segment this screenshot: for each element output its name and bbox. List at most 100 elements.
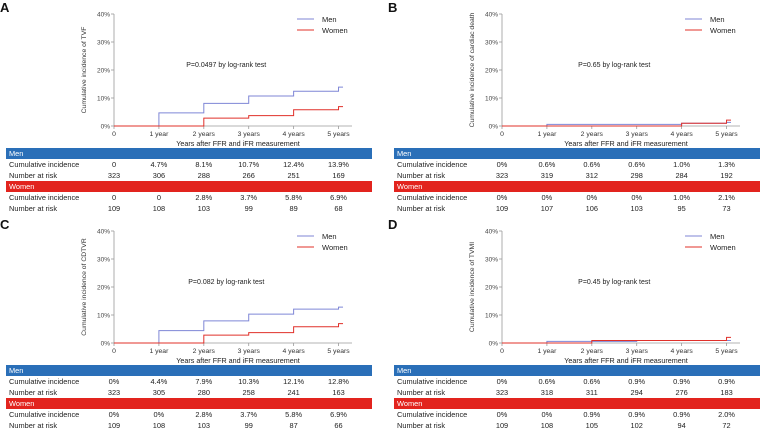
table-cell: 0% (541, 193, 553, 202)
p-value-annotation: P=0.45 by log-rank test (578, 279, 650, 286)
x-tick-label: 3 years (626, 348, 649, 355)
legend-label-men: Men (710, 232, 725, 241)
y-tick-label: 30% (97, 257, 110, 264)
table-cell: 288 (197, 171, 210, 180)
x-tick-label: 0 (500, 348, 504, 355)
x-axis-label: Years after FFR and iFR measurement (564, 356, 688, 365)
legend-label-women: Women (710, 26, 736, 35)
men-incidence-row: Cumulative incidence 0 4.7% 8.1% 10.7% 12.4% 1… (6, 159, 372, 170)
row-label: Cumulative incidence (9, 410, 80, 419)
men-risk-row: Number at risk 323 319 312 298 284 192 (394, 170, 760, 181)
y-tick-label: 0% (489, 341, 499, 348)
table-cell: 0.6% (583, 160, 601, 169)
row-label: Number at risk (9, 388, 58, 397)
table-cell: 306 (152, 171, 166, 180)
men-band: Men (394, 365, 760, 376)
row-label: Cumulative incidence (9, 377, 80, 386)
table-cell: 5.8% (285, 410, 303, 419)
x-tick-label: 3 years (626, 131, 649, 138)
y-axis-label: Cumulative incidence of CDTVR (81, 238, 88, 336)
women-risk-row: Number at risk 109 107 106 103 95 73 (394, 203, 760, 214)
x-tick-label: 2 years (193, 348, 216, 355)
table-cell: 258 (242, 388, 255, 397)
y-tick-label: 40% (485, 229, 498, 236)
chart-c: 0% 10% 20% 30% 40% 0 1 year 2 years 3 years 4 yea… (81, 229, 352, 365)
legend-label-men: Men (710, 15, 725, 24)
table-cell: 5.8% (285, 193, 303, 202)
y-tick-label: 30% (485, 257, 498, 264)
women-incidence-row: Cumulative incidence 0% 0% 0% 0% 1.0% 2.1% (394, 192, 760, 203)
table-cell: 0.9% (673, 410, 691, 419)
table-cell: 0.6% (538, 377, 556, 386)
men-band: Men (6, 148, 372, 159)
y-tick-label: 10% (97, 96, 110, 103)
series-line-men (114, 306, 344, 344)
table-cell: 10.7% (238, 160, 260, 169)
legend-label-women: Women (322, 243, 348, 252)
x-tick-label: 5 years (327, 348, 350, 355)
table-cell: 103 (630, 204, 643, 213)
y-tick-label: 20% (485, 285, 498, 292)
table-cell: 311 (585, 388, 598, 397)
table-cell: 106 (585, 204, 598, 213)
table-cell: 312 (585, 171, 598, 180)
table-cell: 0% (153, 410, 165, 419)
x-axis-label: Years after FFR and iFR measurement (176, 139, 300, 148)
table-cell: 4.4% (150, 377, 168, 386)
men-risk-row: Number at risk 323 318 311 294 276 183 (394, 387, 760, 398)
panel-letter: B (388, 0, 398, 15)
women-band: Women (394, 398, 760, 409)
x-tick-label: 5 years (715, 131, 738, 138)
row-label: Number at risk (9, 204, 58, 213)
row-label: Number at risk (9, 421, 58, 430)
table-cell: 0% (496, 160, 508, 169)
y-tick-label: 30% (485, 40, 498, 47)
table-cell: 87 (289, 421, 298, 430)
x-axis-label: Years after FFR and iFR measurement (564, 139, 688, 148)
men-risk-row: Number at risk 323 305 280 258 241 163 (6, 387, 372, 398)
women-incidence-row: Cumulative incidence 0% 0% 0.9% 0.9% 0.9% 2.0% (394, 409, 760, 420)
table-cell: 0.9% (673, 377, 691, 386)
table-cell: 0% (496, 410, 508, 419)
table-cell: 12.1% (283, 377, 305, 386)
row-label: Number at risk (397, 388, 446, 397)
y-tick-label: 30% (97, 40, 110, 47)
x-tick-label: 5 years (327, 131, 350, 138)
row-label: Cumulative incidence (397, 160, 468, 169)
table-cell: 109 (495, 204, 509, 213)
x-tick-label: 0 (112, 131, 116, 138)
panel-letter: A (0, 0, 10, 15)
x-tick-label: 5 years (715, 348, 738, 355)
y-tick-label: 0% (489, 124, 499, 131)
panel-b: B 0% 10% 20% 30% 40% 0 1 year 2 years 3 years 4 y… (388, 0, 762, 216)
chart-b: 0% 10% 20% 30% 40% 0 1 year 2 years 3 years 4 yea… (469, 12, 740, 148)
legend-label-women: Women (322, 26, 348, 35)
table-cell: 0.6% (628, 160, 646, 169)
y-axis-label: Cumulative incidence of cardiac death (469, 12, 476, 127)
table-cell: 103 (197, 421, 210, 430)
table-cell: 323 (495, 388, 509, 397)
table-cell: 13.9% (328, 160, 349, 169)
table-cell: 89 (289, 204, 298, 213)
men-incidence-row: Cumulative incidence 0% 0.6% 0.6% 0.9% 0.9% 0.… (394, 376, 760, 387)
table-cell: 0.6% (538, 160, 556, 169)
table-cell: 2.0% (718, 410, 735, 419)
table-cell: 266 (242, 171, 255, 180)
x-tick-label: 2 years (193, 131, 216, 138)
x-tick-label: 4 years (670, 131, 693, 138)
panel-c: C 0% 10% 20% 30% 40% 0 1 year 2 years 3 years 4 y… (0, 217, 374, 433)
x-tick-label: 0 (112, 348, 116, 355)
table-cell: 0% (586, 193, 598, 202)
men-incidence-row: Cumulative incidence 0% 0.6% 0.6% 0.6% 1.0% 1.… (394, 159, 760, 170)
row-label: Number at risk (9, 171, 58, 180)
women-band: Women (6, 398, 372, 409)
chart-a: 0% 10% 20% 30% 40% 0 1 year 2 years 3 years 4 yea… (81, 12, 352, 148)
table-cell: 0% (496, 377, 508, 386)
y-tick-label: 10% (97, 313, 110, 320)
table-cell: 284 (675, 171, 688, 180)
row-label: Cumulative incidence (9, 193, 80, 202)
row-label: Cumulative incidence (397, 193, 468, 202)
table-cell: 2.8% (195, 193, 213, 202)
table-cell: 276 (675, 388, 688, 397)
risk-table-c: Men Cumulative incidence 0% 4.4% 7.9% 10.3% 1… (6, 365, 372, 431)
